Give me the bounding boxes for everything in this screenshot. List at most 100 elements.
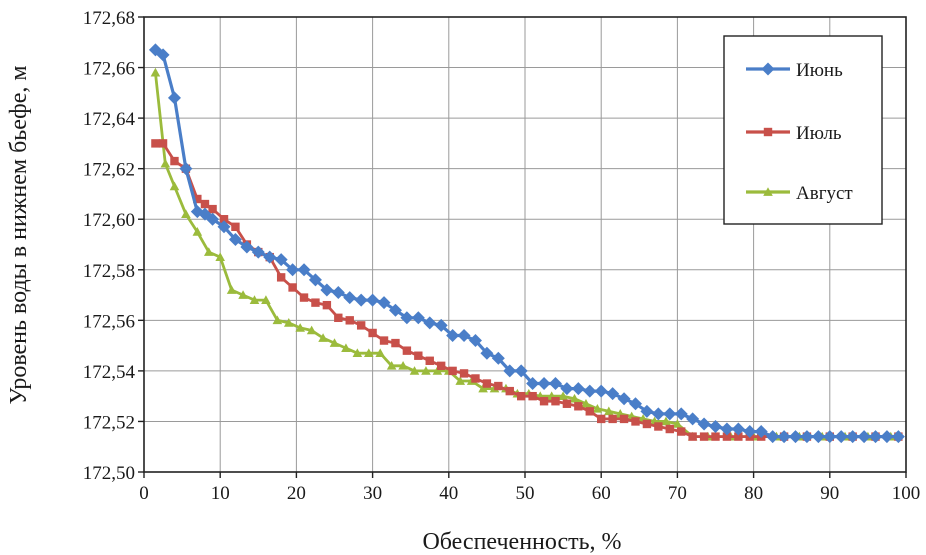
data-point <box>709 420 722 433</box>
data-point <box>514 364 528 378</box>
data-point <box>179 162 193 176</box>
data-point <box>193 194 202 204</box>
data-point <box>494 381 503 391</box>
data-point <box>834 430 848 444</box>
data-point <box>411 311 425 325</box>
data-point <box>334 313 343 323</box>
data-point <box>537 377 551 391</box>
data-point <box>377 296 391 310</box>
data-point <box>606 387 620 401</box>
data-point <box>238 290 248 299</box>
data-point <box>491 351 505 365</box>
data-point <box>711 432 720 441</box>
x-tick-label: 40 <box>439 483 458 504</box>
legend: Июнь Июль Август <box>723 35 883 225</box>
y-tick-label: 172,68 <box>83 8 135 29</box>
data-point <box>766 430 780 444</box>
data-point <box>468 334 482 348</box>
data-point <box>375 348 386 358</box>
y-tick-label: 172,56 <box>83 311 135 332</box>
y-tick-label: 172,60 <box>83 210 135 231</box>
y-tick-label: 172,52 <box>83 412 135 433</box>
data-point <box>628 397 642 411</box>
data-point <box>526 377 540 391</box>
data-point <box>150 67 161 77</box>
data-point <box>677 427 686 436</box>
y-tick-label: 172,54 <box>83 362 136 383</box>
legend-item-1: Июль <box>746 123 842 144</box>
data-point <box>720 422 734 436</box>
legend-label: Август <box>796 183 853 204</box>
data-point <box>345 316 354 325</box>
x-tick-label: 50 <box>516 483 535 504</box>
legend-label: Июль <box>796 123 842 144</box>
data-point <box>446 329 460 342</box>
y-axis-title: Уровень воды в нижнем бьефе, м <box>6 65 32 404</box>
data-point <box>597 414 606 424</box>
data-point <box>391 338 400 348</box>
data-point <box>297 263 311 277</box>
data-point <box>560 382 574 396</box>
data-point <box>640 404 654 418</box>
data-point <box>651 407 665 421</box>
data-point <box>251 245 265 259</box>
data-point <box>734 432 743 441</box>
data-point <box>261 295 271 304</box>
data-point <box>283 318 294 327</box>
data-point <box>208 204 217 214</box>
data-point <box>226 285 237 294</box>
data-point <box>562 399 572 408</box>
data-point <box>551 397 560 406</box>
x-tick-label: 0 <box>139 483 149 504</box>
data-point <box>356 321 366 330</box>
data-point <box>352 348 363 358</box>
data-point <box>388 303 402 317</box>
legend-swatch-marker <box>761 62 775 76</box>
data-point <box>203 247 214 256</box>
data-point <box>482 379 492 388</box>
y-axis-ticks: 172,50 172,52 172,54 172,56 172,58 172,60 172,… <box>83 8 144 484</box>
data-point <box>455 376 466 385</box>
data-point <box>274 253 288 267</box>
x-tick-label: 90 <box>820 483 839 504</box>
data-point <box>857 430 871 444</box>
data-point <box>594 384 608 398</box>
data-point <box>722 432 732 441</box>
data-point <box>823 430 837 444</box>
data-point <box>558 391 568 401</box>
series-layer <box>148 43 905 444</box>
data-point <box>516 391 526 401</box>
data-point <box>478 383 488 393</box>
data-point <box>619 414 629 424</box>
data-point <box>156 48 170 62</box>
data-point <box>608 414 617 424</box>
data-point <box>368 328 377 338</box>
data-point <box>169 181 180 191</box>
data-point <box>151 139 160 148</box>
data-point <box>592 404 603 413</box>
data-point <box>434 318 448 332</box>
data-point <box>295 323 306 332</box>
legend-item-0: Июнь <box>746 60 843 81</box>
y-tick-label: 172,64 <box>83 109 136 130</box>
data-point <box>777 430 791 444</box>
data-point <box>480 346 494 360</box>
data-point <box>571 382 585 396</box>
data-point <box>231 222 240 232</box>
data-point <box>322 300 332 310</box>
data-point <box>366 293 380 307</box>
data-point <box>574 402 583 411</box>
data-point <box>432 366 443 375</box>
data-point <box>471 374 480 383</box>
data-point <box>459 369 469 378</box>
y-tick-label: 172,62 <box>83 160 135 181</box>
data-point <box>891 430 905 444</box>
data-point <box>288 283 297 292</box>
data-point <box>688 432 697 441</box>
data-point <box>654 422 663 431</box>
data-point <box>249 295 260 304</box>
data-point <box>354 293 368 307</box>
data-point <box>548 377 562 391</box>
data-point <box>286 263 300 277</box>
